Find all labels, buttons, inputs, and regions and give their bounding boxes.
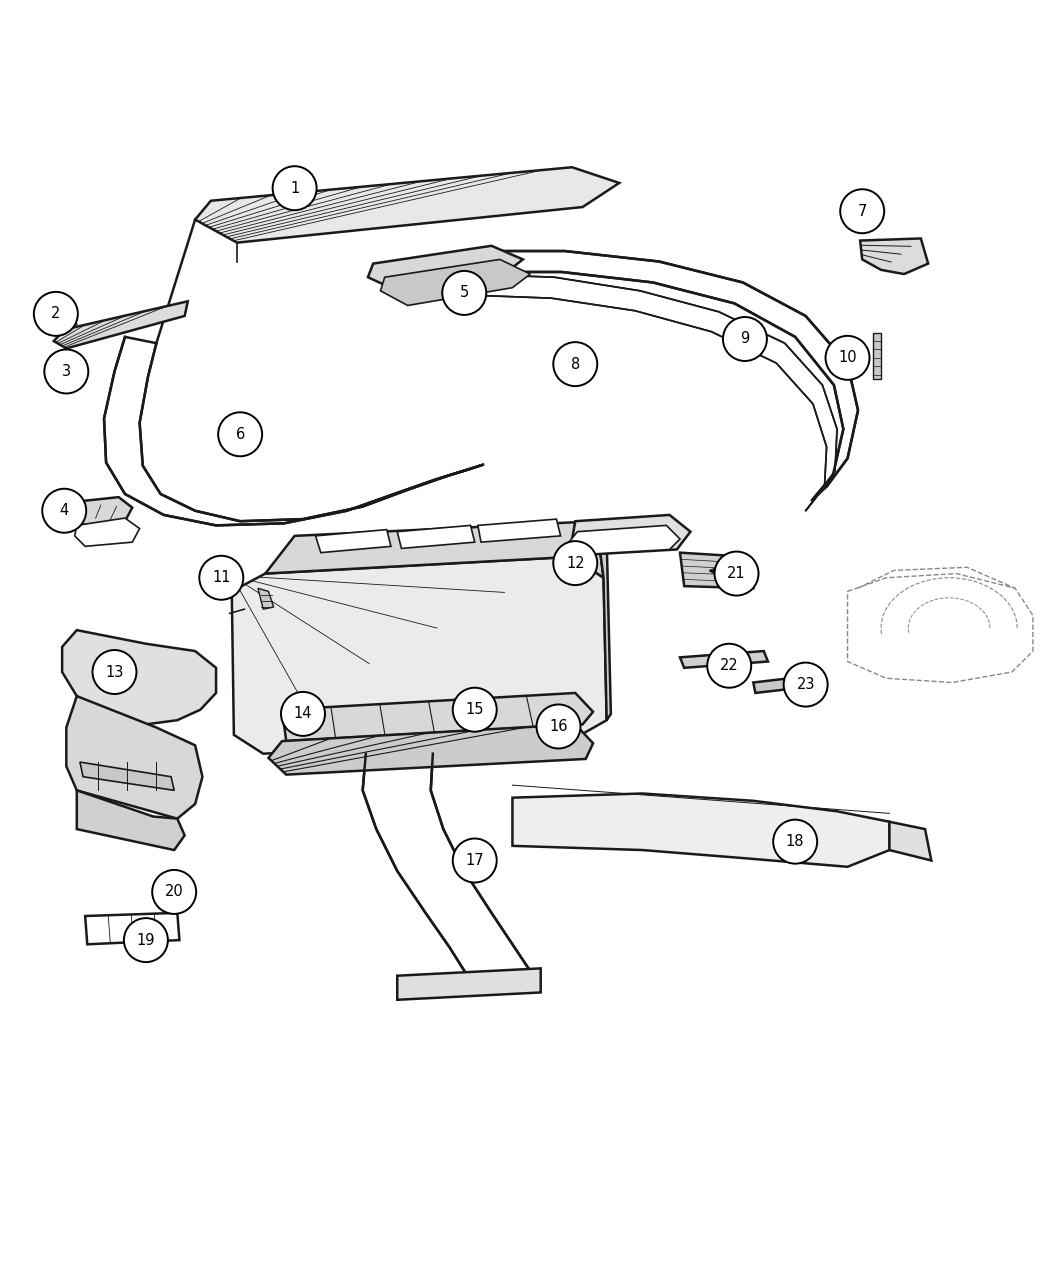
Text: 18: 18 [786,834,804,849]
Polygon shape [362,753,533,976]
Polygon shape [470,252,858,501]
Polygon shape [85,913,180,944]
Polygon shape [397,525,475,548]
Polygon shape [753,676,818,693]
Circle shape [218,412,262,456]
Circle shape [34,292,78,336]
Circle shape [200,555,244,600]
Circle shape [442,271,486,315]
Text: 7: 7 [858,204,867,218]
Polygon shape [75,518,140,547]
Text: 8: 8 [570,356,580,372]
Polygon shape [232,557,607,753]
Polygon shape [195,167,620,243]
Circle shape [708,644,751,688]
Polygon shape [680,651,768,668]
Circle shape [553,342,597,386]
Text: 14: 14 [294,706,312,722]
Polygon shape [282,693,593,741]
Circle shape [553,541,597,585]
Polygon shape [258,589,274,609]
Polygon shape [860,239,928,275]
Text: 15: 15 [465,702,484,718]
Polygon shape [680,553,753,589]
Text: 2: 2 [51,306,61,322]
Circle shape [453,688,497,732]
Circle shape [42,489,86,533]
Circle shape [44,350,88,393]
Polygon shape [368,245,523,291]
Text: 6: 6 [235,427,245,442]
Circle shape [281,692,326,736]
Circle shape [273,166,317,211]
Text: 13: 13 [105,664,124,679]
Polygon shape [512,793,889,867]
Circle shape [152,870,196,914]
Circle shape [825,336,869,379]
Polygon shape [266,521,604,577]
Polygon shape [467,275,837,511]
Text: 17: 17 [465,853,484,868]
Polygon shape [62,630,216,724]
Text: 19: 19 [136,932,155,948]
Text: 12: 12 [566,555,585,571]
Polygon shape [572,515,691,554]
Polygon shape [596,521,611,720]
Polygon shape [269,724,593,775]
Polygon shape [380,259,530,305]
Text: 4: 4 [60,503,69,518]
Polygon shape [889,822,931,861]
Text: 1: 1 [290,180,299,195]
Polygon shape [569,525,680,554]
Text: 9: 9 [740,332,750,346]
Text: 5: 5 [460,286,469,300]
Polygon shape [80,762,174,790]
Circle shape [840,189,884,234]
Text: 3: 3 [62,364,71,379]
Polygon shape [66,696,203,819]
Polygon shape [54,301,188,349]
Polygon shape [397,968,541,1000]
Circle shape [537,705,581,748]
Polygon shape [66,497,132,525]
Polygon shape [77,790,185,850]
Polygon shape [316,530,391,553]
Circle shape [124,918,168,962]
Text: 11: 11 [212,571,231,585]
Circle shape [453,839,497,882]
Text: 20: 20 [165,885,184,899]
Polygon shape [104,337,483,525]
Text: 23: 23 [796,677,815,692]
Text: 21: 21 [728,566,746,581]
Polygon shape [478,520,561,543]
Polygon shape [873,333,881,379]
Circle shape [722,317,766,361]
Text: 10: 10 [838,350,857,365]
Circle shape [783,663,827,706]
Circle shape [773,820,817,863]
Circle shape [715,552,758,595]
Text: 22: 22 [720,658,738,673]
Circle shape [92,650,136,693]
Text: 16: 16 [549,719,568,734]
